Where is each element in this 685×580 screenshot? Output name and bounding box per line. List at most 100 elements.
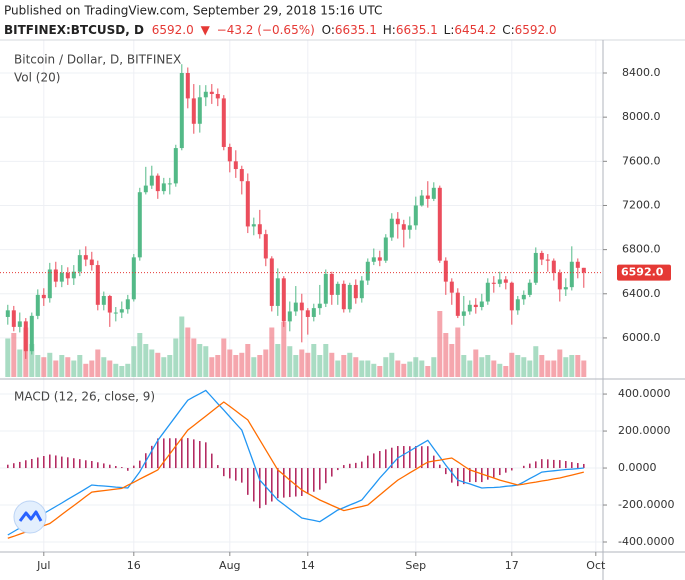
- candle-body: [311, 308, 316, 317]
- volume-bar: [287, 346, 293, 377]
- candle-body: [569, 261, 574, 288]
- candle-body: [503, 279, 508, 283]
- candle-body: [59, 272, 64, 282]
- volume-bar: [425, 366, 431, 377]
- candle-body: [353, 284, 358, 299]
- candle-body: [341, 283, 346, 310]
- candle-body: [251, 224, 256, 227]
- volume-bar: [575, 355, 581, 377]
- low-label: L:: [444, 23, 455, 37]
- published-note: Published on TradingView.com, September …: [4, 4, 382, 18]
- y-tick-label: -400.0000: [618, 535, 674, 548]
- x-tick-label: Aug: [219, 559, 240, 572]
- candle-body: [305, 310, 310, 317]
- candle-body: [491, 282, 496, 284]
- volume-bar: [137, 333, 143, 377]
- volume-bar: [209, 357, 215, 377]
- symbol: BITFINEX:BTCUSD, D: [4, 23, 144, 37]
- volume-bar: [545, 360, 551, 377]
- volume-title: Vol (20): [14, 71, 60, 85]
- symbol-header: BITFINEX:BTCUSD, D 6592.0 ▼ −43.2 (−0.65…: [4, 23, 557, 37]
- volume-bar: [497, 363, 503, 377]
- candle-body: [515, 299, 520, 311]
- candle-body: [173, 148, 178, 184]
- candle-body: [287, 311, 292, 322]
- volume-bar: [65, 357, 71, 377]
- candle-body: [71, 271, 76, 279]
- volume-bar: [359, 360, 365, 377]
- volume-bar: [167, 355, 173, 377]
- volume-bar: [479, 357, 485, 377]
- change: −43.2 (−0.65%): [217, 23, 315, 37]
- candle-body: [293, 302, 298, 312]
- volume-bar: [419, 360, 425, 377]
- last-price-label: 6592.0: [621, 266, 664, 279]
- candle-body: [431, 187, 436, 199]
- candle-body: [221, 98, 226, 147]
- volume-bar: [341, 355, 347, 377]
- candle-body: [425, 195, 430, 199]
- volume-bar: [449, 344, 455, 377]
- candle-body: [299, 302, 304, 311]
- close-label: C:: [502, 23, 514, 37]
- volume-bar: [203, 346, 209, 377]
- candle-body: [581, 267, 586, 273]
- candle-body: [11, 310, 16, 327]
- volume-bar: [467, 360, 473, 377]
- volume-bar: [185, 327, 191, 377]
- open-value: 6635.1: [335, 23, 377, 37]
- candle-body: [23, 321, 28, 352]
- volume-bar: [221, 338, 227, 377]
- candle-body: [419, 195, 424, 206]
- volume-bar: [179, 316, 185, 377]
- volume-bar: [155, 352, 161, 377]
- volume-bar: [569, 355, 575, 377]
- volume-bar: [143, 344, 149, 377]
- high-value: 6635.1: [396, 23, 438, 37]
- volume-bar: [173, 338, 179, 377]
- volume-bar: [407, 361, 413, 377]
- candle-body: [95, 265, 100, 305]
- candle-body: [47, 269, 52, 299]
- volume-bar: [125, 363, 131, 377]
- volume-bar: [539, 355, 545, 377]
- volume-bar: [461, 355, 467, 377]
- candle-body: [155, 175, 160, 192]
- volume-bar: [455, 327, 461, 377]
- volume-bar: [119, 366, 125, 377]
- last-price: 6592.0: [152, 23, 194, 37]
- volume-bar: [527, 360, 533, 377]
- volume-bar: [197, 344, 203, 377]
- volume-bar: [443, 333, 449, 377]
- y-tick-label: 8000.0: [622, 110, 661, 123]
- volume-bar: [431, 357, 437, 377]
- y-tick-label: 400.0000: [618, 387, 671, 400]
- volume-bar: [383, 357, 389, 377]
- volume-bar: [395, 360, 401, 377]
- candle-body: [533, 252, 538, 283]
- tradingview-logo: [13, 500, 47, 534]
- volume-bar: [353, 357, 359, 377]
- candle-body: [203, 91, 208, 98]
- candle-body: [263, 234, 268, 259]
- volume-bar: [77, 355, 83, 377]
- candle-body: [77, 255, 82, 272]
- candle-body: [371, 257, 376, 262]
- volume-bar: [161, 357, 167, 377]
- volume-bar: [305, 352, 311, 377]
- volume-bar: [251, 357, 257, 377]
- candle-body: [551, 260, 556, 273]
- volume-bar: [95, 349, 101, 377]
- volume-bar: [227, 349, 233, 377]
- candle-body: [461, 311, 466, 316]
- volume-bar: [293, 355, 299, 377]
- volume-bar: [233, 355, 239, 377]
- x-tick-label: 16: [127, 559, 141, 572]
- candle-body: [443, 260, 448, 282]
- candle-body: [413, 205, 418, 226]
- volume-bar: [41, 357, 47, 377]
- candle-body: [35, 294, 40, 316]
- volume-bar: [335, 360, 341, 377]
- candle-body: [113, 312, 118, 314]
